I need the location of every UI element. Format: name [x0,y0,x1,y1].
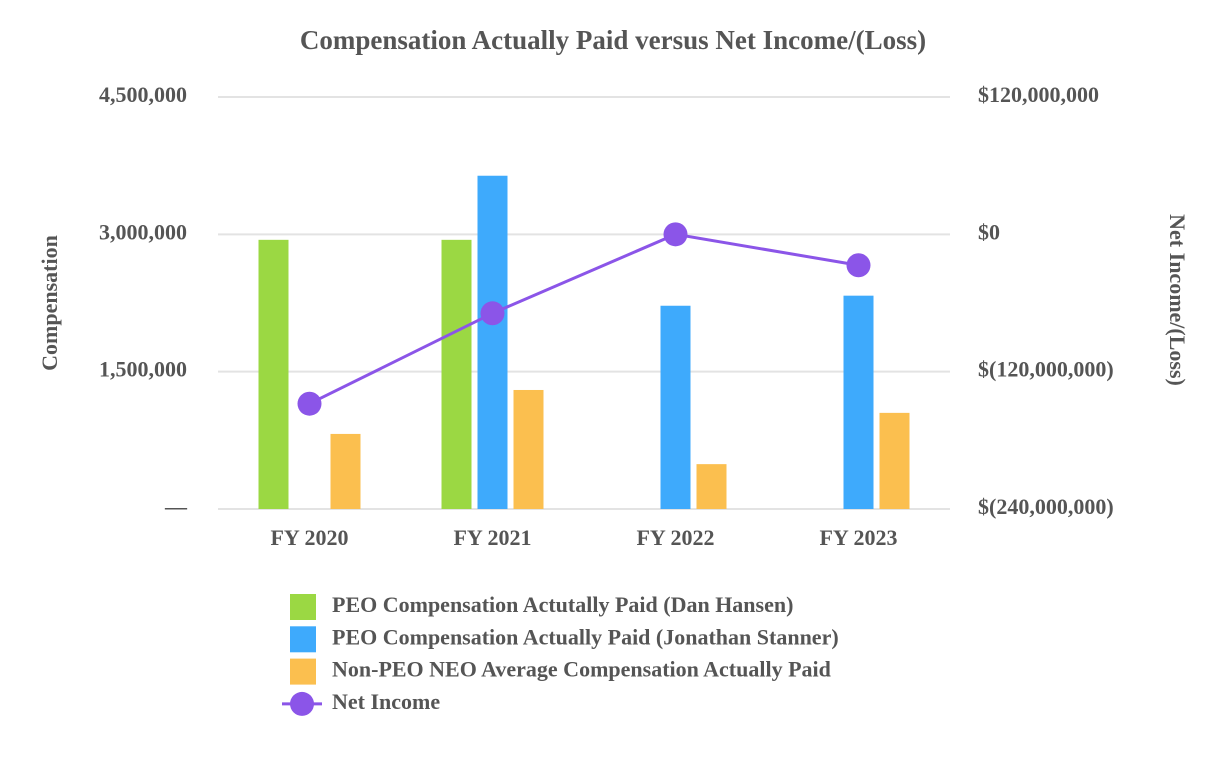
y-tick-label: 1,500,000 [99,357,187,382]
bar [477,175,508,509]
line-point [297,391,322,416]
line [308,232,859,406]
y2-tick-label: $(120,000,000) [978,357,1114,382]
bar [513,389,544,509]
x-tick-label: FY 2020 [270,525,348,550]
legend-label: PEO Compensation Actutally Paid (Dan Han… [332,592,793,617]
y2-tick-label: $120,000,000 [978,82,1099,107]
line-point [846,253,871,278]
bar [330,433,361,509]
legend-swatch [290,626,316,653]
y-tick-label: — [164,494,188,519]
bar [843,295,874,509]
legend-label: Net Income [332,689,440,714]
y-tick-label: 4,500,000 [99,82,187,107]
line-point [663,222,688,247]
legend-label: Non-PEO NEO Average Compensation Actuall… [332,657,831,682]
legend-label: PEO Compensation Actually Paid (Jonathan… [332,624,839,649]
y2-tick-label: $0 [978,219,1000,244]
y2-tick-label: $(240,000,000) [978,494,1114,519]
y-axis-label: Compensation [37,235,62,371]
x-tick-label: FY 2022 [636,525,714,550]
bar [696,464,727,509]
y-tick-label: 3,000,000 [99,219,187,244]
line-point [480,301,505,326]
legend-swatch [290,594,316,620]
legend-swatch [290,691,314,716]
bar [879,412,910,509]
bar [441,239,472,509]
x-tick-label: FY 2021 [453,525,531,550]
x-tick-label: FY 2023 [819,525,897,550]
bar [258,239,289,509]
bar [660,305,691,509]
y2-axis-label: Net Income/(Loss) [1165,214,1190,386]
chart-title: Compensation Actually Paid versus Net In… [300,25,926,55]
legend-swatch [290,658,316,685]
